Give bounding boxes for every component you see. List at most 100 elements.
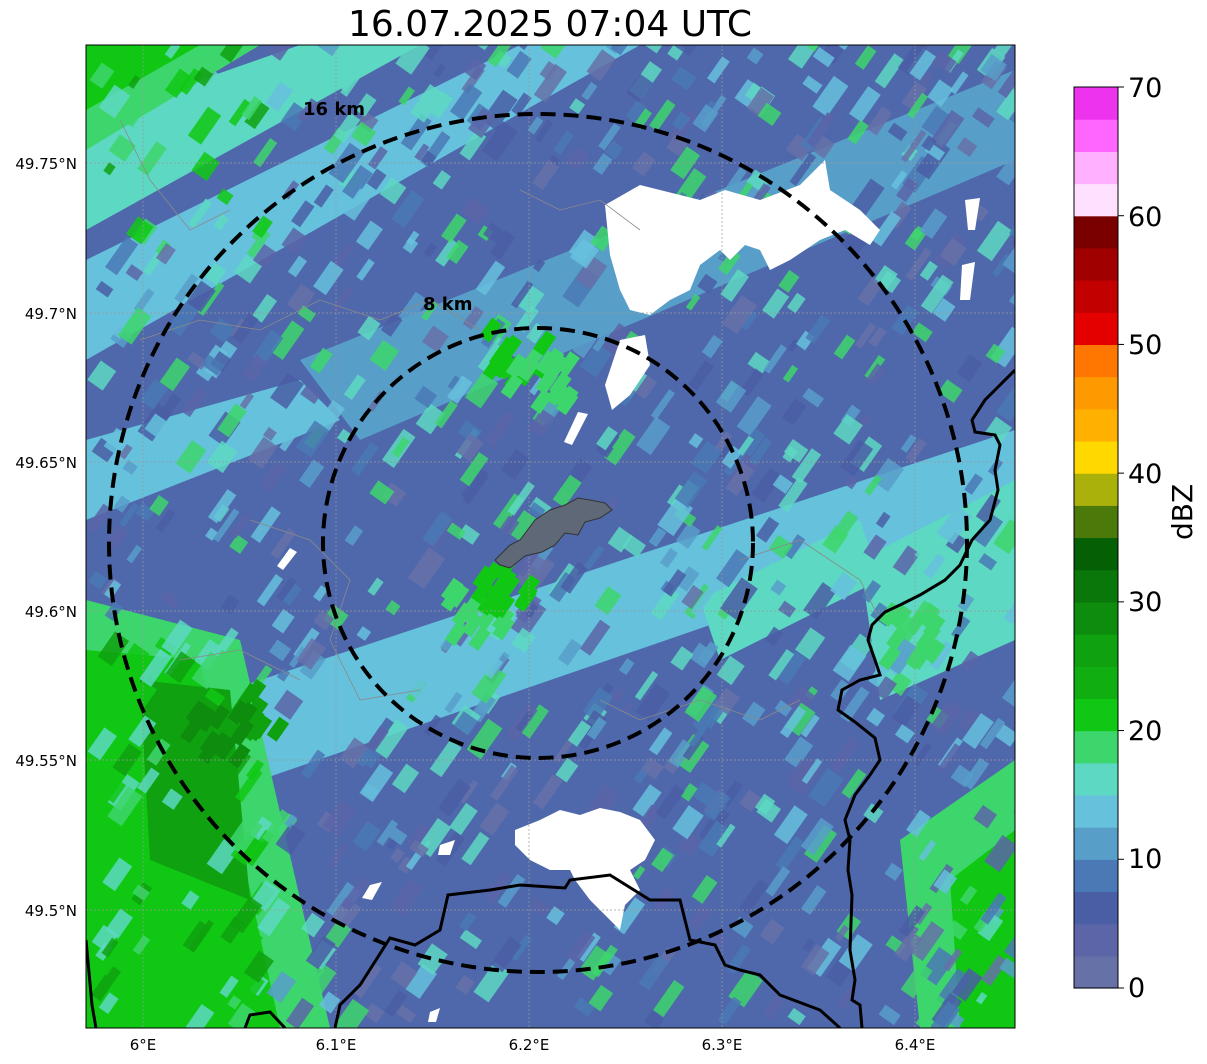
reflectivity-cell [801,758,823,784]
reflectivity-cell [892,545,921,576]
colorbar-swatch [1074,215,1118,249]
reflectivity-cell [356,626,372,641]
reflectivity-cell [995,134,1015,165]
city-area [494,497,613,569]
reflectivity-cell [697,641,719,666]
reflectivity-cell [915,993,945,1028]
reflectivity-cell [757,102,782,126]
reflectivity-cell [140,379,169,410]
reflectivity-cell [688,360,715,391]
reflectivity-cell [499,515,520,537]
reflectivity-cell [972,107,995,128]
reflectivity-cell [405,963,438,999]
reflectivity-cell [1009,103,1015,123]
reflectivity-cell [367,146,388,170]
reflectivity-cell [985,416,1012,443]
reflectivity-cell [191,151,220,182]
reflectivity-cell [482,355,506,381]
reflectivity-cell [343,374,366,401]
reflectivity-cell [744,82,761,101]
reflectivity-cell [520,704,549,739]
reflectivity-cell [483,222,505,244]
reflectivity-cell [197,281,225,316]
reflectivity-cell [981,954,1008,986]
reflectivity-cell [91,924,119,952]
country-border [86,368,1015,1028]
reflectivity-cell [180,718,203,744]
reflectivity-cell [363,1002,385,1024]
no-data-streak-3 [960,262,975,300]
reflectivity-cell [717,996,742,1026]
reflectivity-cell [515,584,538,610]
reflectivity-cell [298,459,325,488]
reflectivity-cell [579,619,611,656]
reflectivity-cell [660,547,678,568]
colorbar-tick-10: 10 [1128,844,1163,875]
reflectivity-cell [566,930,596,964]
reflectivity-cell [569,238,600,269]
reflectivity-cells [86,45,1015,1028]
reflectivity-cell [946,920,968,940]
map-frame [85,44,1016,1029]
reflectivity-cell [227,699,251,725]
reflectivity-cell [458,912,477,932]
colorbar-swatch [1074,280,1118,313]
reflectivity-cell [914,530,947,566]
reflectivity-cell [287,255,308,278]
reflectivity-cell [410,84,445,123]
colorbar-tick-20: 20 [1128,716,1163,747]
reflectivity-cell [322,799,357,837]
reflectivity-cell [174,273,199,304]
reflectivity-cell [921,135,937,152]
reflectivity-cell [246,759,265,781]
reflectivity-cell [960,650,980,672]
reflectivity-cell [733,428,766,466]
reflectivity-cell [286,283,316,315]
reflectivity-cell [802,387,825,408]
colorbar [1073,86,1124,989]
reflectivity-cell [983,834,1015,873]
reflectivity-cell [409,839,429,858]
reflectivity-cell [829,736,861,774]
reflectivity-cell [635,683,671,722]
reflectivity-cell [352,820,382,852]
reflectivity-cell [569,98,586,115]
reflectivity-band [700,520,880,660]
reflectivity-cell [119,502,139,528]
reflectivity-cell [812,75,849,117]
colorbar-swatch [1074,537,1118,571]
reflectivity-cell [583,545,605,571]
reflectivity-cell [181,890,200,910]
reflectivity-cell [324,919,352,948]
reflectivity-cell [391,763,420,794]
reflectivity-cell [207,489,237,524]
reflectivity-cell [535,369,558,395]
reflectivity-cell [446,239,469,264]
reflectivity-cell [715,380,747,413]
reflectivity-cell [202,967,218,984]
reflectivity-cell [592,329,612,352]
reflectivity-cell [229,896,263,934]
reflectivity-cell [854,45,877,70]
reflectivity-cell [420,150,437,167]
reflectivity-cell [428,91,454,119]
colorbar-swatch [1074,569,1118,603]
reflectivity-cell [927,79,954,107]
reflectivity-cell [996,156,1015,186]
reflectivity-cell [155,509,176,533]
reflectivity-cell [801,885,827,915]
reflectivity-cell [832,644,867,682]
reflectivity-cell [800,944,830,976]
reflectivity-cell [241,354,268,383]
reflectivity-cell [933,869,958,895]
reflectivity-cell [101,937,119,958]
reflectivity-cell [270,320,305,360]
reflectivity-cell [243,950,274,983]
reflectivity-cell [901,81,927,111]
reflectivity-cell [840,439,874,477]
reflectivity-cell [451,602,475,628]
reflectivity-cell [894,724,915,744]
lat-tick-labels: 49.75°N 49.7°N 49.65°N 49.6°N 49.55°N 49… [15,155,77,920]
no-data-patch-south [515,808,655,930]
reflectivity-cell [128,75,141,89]
